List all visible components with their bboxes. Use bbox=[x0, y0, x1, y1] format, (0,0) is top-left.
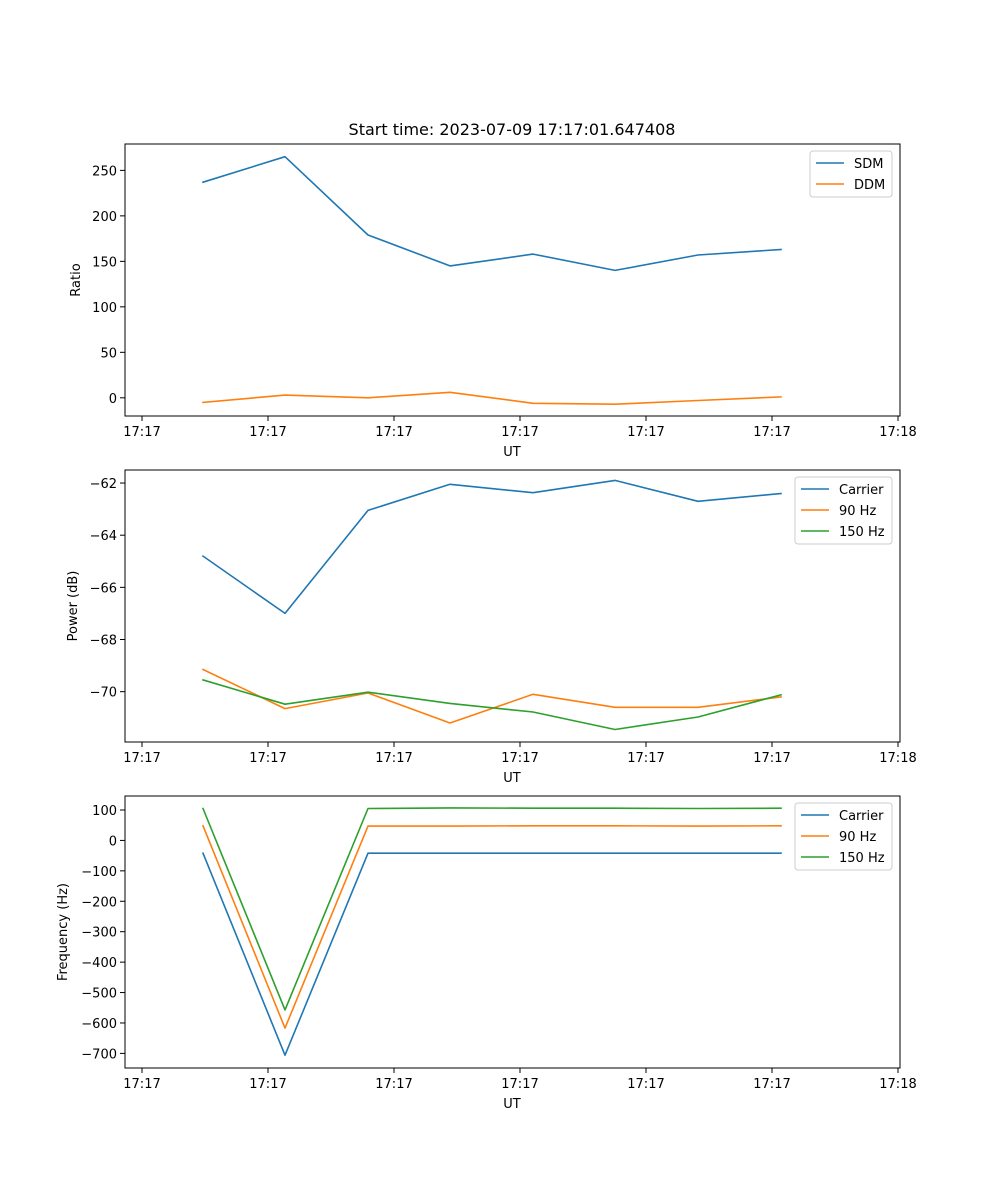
power-x-axis-label: UT bbox=[503, 771, 521, 786]
ratio-series-ddm bbox=[202, 391, 782, 406]
power-legend-label-150-hz: 150 Hz bbox=[839, 525, 885, 540]
ratio-panel: Start time: 2023-07-09 17:17:01.647408 1… bbox=[69, 120, 917, 460]
power-y-axis-label: Power (dB) bbox=[66, 571, 81, 642]
frequency-x-tick-label: 17:17 bbox=[249, 1077, 286, 1092]
power-panel: 17:17 17:17 17:17 17:17 17:17 17:17 17:18 −70 −6… bbox=[66, 469, 917, 786]
frequency-legend bbox=[794, 802, 893, 871]
ratio-x-tick-label: 17:17 bbox=[375, 425, 412, 440]
power-x-tick-label: 17:18 bbox=[879, 751, 916, 766]
frequency-y-tick-label: −700 bbox=[81, 1047, 117, 1062]
power-y-tick-label: −68 bbox=[90, 634, 117, 649]
power-series-90-hz bbox=[201, 668, 782, 724]
frequency-legend-label-90-hz: 90 Hz bbox=[839, 830, 876, 845]
frequency-x-tick-label: 17:17 bbox=[375, 1077, 412, 1092]
power-series-carrier bbox=[201, 479, 782, 615]
ratio-legend-label-ddm: DDM bbox=[854, 178, 885, 193]
frequency-series-90-hz bbox=[201, 824, 782, 1029]
ratio-x-tick-label: 17:18 bbox=[879, 425, 916, 440]
power-legend-label-carrier: Carrier bbox=[839, 483, 884, 498]
frequency-y-axis-label: Frequency (Hz) bbox=[56, 883, 71, 981]
power-series-150-hz bbox=[202, 678, 782, 731]
ratio-y-tick-label: 200 bbox=[92, 210, 117, 225]
ratio-y-tick-label: 0 bbox=[109, 392, 117, 407]
ratio-x-tick-label: 17:17 bbox=[501, 425, 538, 440]
frequency-x-tick-label: 17:18 bbox=[879, 1077, 916, 1092]
ratio-x-tick-label: 17:17 bbox=[123, 425, 160, 440]
power-axes-frame bbox=[124, 469, 901, 743]
ratio-axes-frame bbox=[124, 143, 901, 417]
frequency-x-axis-label: UT bbox=[503, 1097, 521, 1112]
power-y-tick-label: −70 bbox=[90, 686, 117, 701]
frequency-x-tick-label: 17:17 bbox=[501, 1077, 538, 1092]
power-legend-label-90-hz: 90 Hz bbox=[839, 504, 876, 519]
power-x-tick-label: 17:17 bbox=[249, 751, 286, 766]
ratio-y-tick-label: 100 bbox=[92, 301, 117, 316]
ratio-y-tick-label: 150 bbox=[92, 255, 117, 270]
power-x-tick-label: 17:17 bbox=[375, 751, 412, 766]
power-x-tick-label: 17:17 bbox=[627, 751, 664, 766]
frequency-series-carrier bbox=[201, 852, 782, 1056]
ratio-x-axis-label: UT bbox=[503, 445, 521, 460]
frequency-y-tick-label: −100 bbox=[81, 865, 117, 880]
power-x-tick-label: 17:17 bbox=[123, 751, 160, 766]
frequency-x-tick-label: 17:17 bbox=[627, 1077, 664, 1092]
power-x-tick-label: 17:17 bbox=[501, 751, 538, 766]
ratio-y-axis-label: Ratio bbox=[69, 263, 84, 296]
ratio-legend-label-sdm: SDM bbox=[854, 157, 883, 172]
frequency-panel: 17:17 17:17 17:17 17:17 17:17 17:17 17:18 −700 −… bbox=[56, 795, 917, 1112]
frequency-x-tick-label: 17:17 bbox=[753, 1077, 790, 1092]
frequency-y-tick-label: 100 bbox=[92, 804, 117, 819]
ratio-y-tick-label: 50 bbox=[100, 346, 117, 361]
power-x-tick-label: 17:17 bbox=[753, 751, 790, 766]
ratio-y-tick-label: 250 bbox=[92, 164, 117, 179]
chart-title: Start time: 2023-07-09 17:17:01.647408 bbox=[349, 120, 676, 139]
frequency-y-tick-label: −600 bbox=[81, 1017, 117, 1032]
frequency-y-tick-label: 0 bbox=[109, 834, 117, 849]
power-y-tick-label: −64 bbox=[90, 529, 117, 544]
frequency-y-tick-label: −300 bbox=[81, 926, 117, 941]
power-y-tick-label: −62 bbox=[90, 477, 117, 492]
frequency-y-tick-label: −400 bbox=[81, 956, 117, 971]
power-legend bbox=[794, 476, 893, 545]
ratio-series-sdm bbox=[201, 155, 782, 272]
frequency-series-150-hz bbox=[201, 807, 782, 1011]
frequency-y-tick-label: −500 bbox=[81, 987, 117, 1002]
frequency-x-tick-label: 17:17 bbox=[123, 1077, 160, 1092]
ratio-x-tick-label: 17:17 bbox=[627, 425, 664, 440]
frequency-y-tick-label: −200 bbox=[81, 895, 117, 910]
frequency-legend-label-150-hz: 150 Hz bbox=[839, 851, 885, 866]
ratio-x-tick-label: 17:17 bbox=[249, 425, 286, 440]
power-y-tick-label: −66 bbox=[90, 581, 117, 596]
frequency-legend-label-carrier: Carrier bbox=[839, 809, 884, 824]
ratio-x-tick-label: 17:17 bbox=[753, 425, 790, 440]
